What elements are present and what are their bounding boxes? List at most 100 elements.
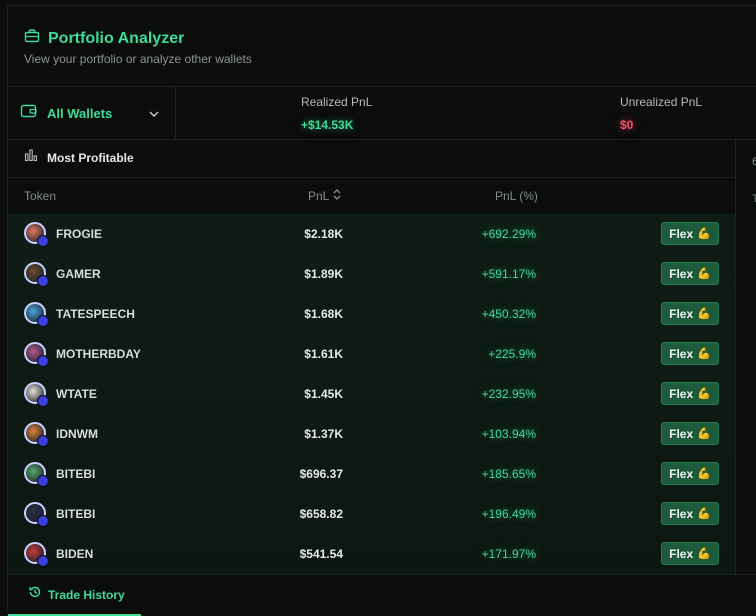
token-pnl: $1.68K — [304, 307, 343, 321]
page-subtitle: View your portfolio or analyze other wal… — [24, 52, 252, 66]
chain-badge-icon — [37, 355, 49, 367]
token-pnl-pct: +185.65% — [481, 467, 536, 481]
table-row: BITEBI $658.82 +196.49% Flex 💪 — [8, 494, 735, 534]
token-pnl-pct: +591.17% — [481, 267, 536, 281]
flex-button[interactable]: Flex 💪 — [661, 222, 719, 245]
token-pnl: $658.82 — [299, 507, 343, 521]
table-row: GAMER $1.89K +591.17% Flex 💪 — [8, 254, 735, 294]
flexed-biceps-icon: 💪 — [697, 468, 711, 480]
app-frame: Portfolio Analyzer View your portfolio o… — [7, 5, 756, 616]
realized-pnl-stat: Realized PnL +$14.53K — [301, 95, 372, 132]
flexed-biceps-icon: 💪 — [697, 428, 711, 440]
chain-badge-icon — [37, 275, 49, 287]
table-row: FROGIE $2.18K +692.29% Flex 💪 — [8, 214, 735, 254]
flex-button-label: Flex — [669, 346, 694, 361]
summary-bar: All Wallets Realized PnL +$14.53K Unreal… — [8, 86, 756, 140]
flex-button[interactable]: Flex 💪 — [661, 502, 719, 525]
chain-badge-icon — [37, 555, 49, 567]
table-row: IDNWM $1.37K +103.94% Flex 💪 — [8, 414, 735, 454]
page-title: Portfolio Analyzer — [48, 29, 185, 47]
wallet-icon — [20, 103, 38, 124]
chain-badge-icon — [37, 395, 49, 407]
table-row: BITEBI $696.37 +185.65% Flex 💪 — [8, 454, 735, 494]
token-pnl: $696.37 — [299, 467, 343, 481]
flex-button-label: Flex — [669, 426, 694, 441]
table-row: TATESPEECH $1.68K +450.32% Flex 💪 — [8, 294, 735, 334]
token-pnl-pct: +232.95% — [481, 387, 536, 401]
token-pnl-pct: +171.97% — [481, 547, 536, 561]
flex-button-label: Flex — [669, 466, 694, 481]
flex-button[interactable]: Flex 💪 — [661, 542, 719, 565]
token-pnl-pct: +225.9% — [488, 347, 536, 361]
token-name: GAMER — [56, 267, 101, 281]
token-pnl-pct: +450.32% — [481, 307, 536, 321]
column-header-token: Token — [24, 189, 57, 203]
flex-button[interactable]: Flex 💪 — [661, 382, 719, 405]
column-header-pnl[interactable]: PnL — [308, 178, 341, 214]
token-name: BITEBI — [56, 507, 96, 521]
flex-button-label: Flex — [669, 546, 694, 561]
bottom-tabs: Trade History — [8, 574, 756, 616]
page-header: Portfolio Analyzer View your portfolio o… — [8, 6, 756, 86]
flexed-biceps-icon: 💪 — [697, 348, 711, 360]
token-name: BIDEN — [56, 547, 94, 561]
unrealized-pnl-label: Unrealized PnL — [620, 95, 703, 109]
flexed-biceps-icon: 💪 — [697, 308, 711, 320]
token-pnl-pct: +692.29% — [481, 227, 536, 241]
unrealized-pnl-value: $0 — [620, 118, 634, 132]
token-pnl: $541.54 — [299, 547, 343, 561]
table-row: BIDEN $541.54 +171.97% Flex 💪 — [8, 534, 735, 574]
flex-button-label: Flex — [669, 506, 694, 521]
flex-button[interactable]: Flex 💪 — [661, 302, 719, 325]
flexed-biceps-icon: 💪 — [697, 268, 711, 280]
token-name: BITEBI — [56, 467, 96, 481]
flexed-biceps-icon: 💪 — [697, 228, 711, 240]
chain-badge-icon — [37, 315, 49, 327]
table-row: WTATE $1.45K +232.95% Flex 💪 — [8, 374, 735, 414]
flex-button-label: Flex — [669, 386, 694, 401]
chain-badge-icon — [37, 235, 49, 247]
wallet-selector-label: All Wallets — [47, 105, 113, 121]
chain-badge-icon — [37, 475, 49, 487]
tab-trade-history-label: Trade History — [48, 587, 125, 602]
flex-button-label: Flex — [669, 226, 694, 241]
token-name: MOTHERBDAY — [56, 347, 141, 361]
column-header-pnl-label: PnL — [308, 189, 330, 203]
panel-divider — [735, 138, 736, 574]
flex-button-label: Flex — [669, 306, 694, 321]
sort-icon — [333, 178, 341, 214]
flexed-biceps-icon: 💪 — [697, 388, 711, 400]
token-pnl: $2.18K — [304, 227, 343, 241]
wallet-selector[interactable]: All Wallets — [8, 87, 176, 139]
adjacent-panel-peek: 6 — [752, 156, 756, 168]
column-header-pnl-pct: PnL (%) — [495, 189, 538, 203]
realized-pnl-label: Realized PnL — [301, 95, 373, 109]
table-row: MOTHERBDAY $1.61K +225.9% Flex 💪 — [8, 334, 735, 374]
adjacent-panel-peek-col: T — [752, 193, 756, 205]
token-name: FROGIE — [56, 227, 103, 241]
flex-button[interactable]: Flex 💪 — [661, 342, 719, 365]
flex-button[interactable]: Flex 💪 — [661, 262, 719, 285]
title-row: Portfolio Analyzer — [24, 28, 184, 49]
token-pnl-pct: +103.94% — [481, 427, 536, 441]
chain-badge-icon — [37, 435, 49, 447]
most-profitable-header: Most Profitable — [8, 138, 735, 178]
token-list: FROGIE $2.18K +692.29% Flex 💪 GAMER $1.89K +591… — [8, 214, 735, 574]
token-pnl: $1.89K — [304, 267, 343, 281]
unrealized-pnl-stat: Unrealized PnL $0 — [620, 95, 702, 132]
panel-title: Most Profitable — [47, 150, 134, 165]
tab-trade-history[interactable]: Trade History — [8, 575, 141, 616]
chevron-down-icon — [148, 107, 160, 125]
flex-button[interactable]: Flex 💪 — [661, 422, 719, 445]
token-pnl-pct: +196.49% — [481, 507, 536, 521]
flexed-biceps-icon: 💪 — [697, 508, 711, 520]
flex-button[interactable]: Flex 💪 — [661, 462, 719, 485]
realized-pnl-value: +$14.53K — [301, 118, 354, 132]
chain-badge-icon — [37, 515, 49, 527]
flexed-biceps-icon: 💪 — [697, 548, 711, 560]
history-icon — [28, 585, 42, 604]
token-pnl: $1.37K — [304, 427, 343, 441]
token-name: WTATE — [56, 387, 97, 401]
flex-button-label: Flex — [669, 266, 694, 281]
token-pnl: $1.45K — [304, 387, 343, 401]
